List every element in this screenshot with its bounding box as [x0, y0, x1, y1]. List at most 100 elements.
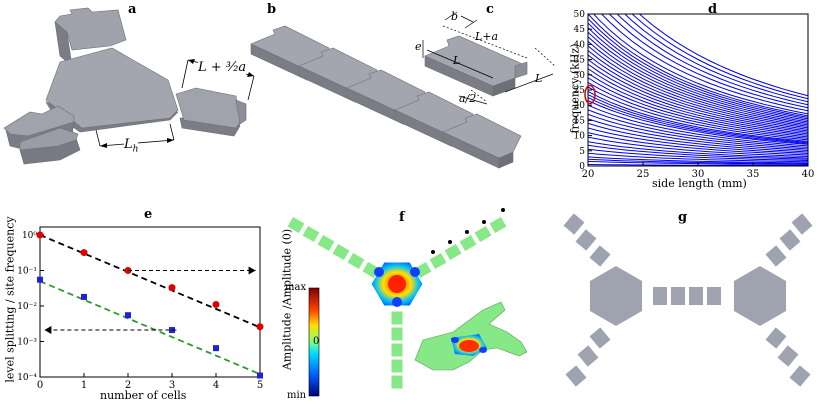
panel-b-label: b: [267, 2, 277, 17]
frequency-curve: [588, 68, 808, 135]
chart-e-xlabel: number of cells: [100, 389, 187, 402]
y-tick-label: 10⁻³: [17, 338, 37, 348]
data-point-circle: [256, 323, 264, 331]
resonator-cell: [488, 215, 508, 235]
frequency-curve: [631, 14, 808, 100]
centre-hex: [370, 261, 424, 307]
y-tick-label: 10⁻¹: [17, 267, 37, 277]
link-cell: [765, 245, 787, 267]
arm-right-notch: [235, 99, 247, 125]
panel-a-label: a: [128, 2, 137, 17]
link-cell: [689, 287, 703, 305]
x-tick-label: 35: [747, 169, 760, 180]
resonator-cell: [331, 242, 351, 262]
y-tick-label: 50: [574, 10, 586, 20]
frequency-curve: [588, 141, 808, 159]
frequency-curve: [588, 113, 808, 150]
frequency-curve: [588, 94, 808, 143]
link-cell: [653, 287, 667, 305]
data-point-square: [125, 312, 131, 319]
frequency-curve: [588, 27, 808, 121]
x-tick-label: 2: [125, 380, 131, 391]
arrow-left-head: [44, 326, 52, 335]
y-tick-label: 10⁰: [22, 231, 37, 241]
x-tick-label: 1: [81, 380, 87, 391]
frequency-curve: [588, 91, 808, 142]
frequency-curve: [588, 118, 808, 151]
x-tick-label: 30: [692, 169, 705, 180]
panel-d-label: d: [708, 2, 718, 17]
frequency-curve: [588, 104, 808, 147]
y-tick-label: 15: [574, 116, 586, 126]
frequency-curve: [588, 136, 808, 157]
panel-a: a: [0, 0, 265, 175]
frequency-curve: [588, 109, 808, 148]
frequency-curve: [588, 54, 808, 130]
hex-cell: [734, 266, 786, 326]
hex-top: [45, 47, 179, 129]
frequency-curve: [588, 127, 808, 154]
frequency-curve: [638, 14, 808, 97]
resonator-cell: [390, 326, 404, 342]
data-point-square: [257, 372, 263, 379]
block-top: [442, 113, 522, 159]
resonator-cell: [390, 374, 404, 390]
resonator-cell: [458, 233, 478, 253]
node-dot: [448, 240, 452, 244]
y-tick-label: 5: [579, 147, 585, 157]
link-cell: [707, 287, 721, 305]
link-cell: [577, 345, 599, 367]
resonator-cell: [390, 342, 404, 358]
y-tick-label: 10⁻⁴: [17, 373, 37, 383]
block-tab: [514, 61, 528, 79]
chart-e: 0 1 2 3 4 5 10⁰ 10⁻¹ 10⁻² 10⁻³ 10⁻⁴: [17, 226, 264, 391]
resonator-cell: [301, 224, 321, 244]
x-tick-label: 25: [637, 169, 650, 180]
data-point-circle: [36, 231, 44, 239]
frequency-curve: [588, 122, 808, 153]
frequency-curve: [588, 45, 808, 127]
link-cell: [575, 229, 597, 251]
x-tick-label: 0: [37, 380, 43, 391]
frequency-curve: [588, 81, 808, 139]
panel-a-drawing: [3, 7, 255, 165]
x-tick-label: 3: [169, 380, 175, 391]
arm-top: [54, 7, 127, 51]
panel-e: e 0 1 2 3 4 5 10⁰ 10⁻¹ 10⁻² 10⁻³ 10⁻⁴ number of ce…: [0, 205, 294, 405]
dim-a2-label: a/2: [459, 92, 477, 105]
frequency-curve: [592, 14, 808, 115]
link-cell: [791, 213, 813, 235]
panel-e-label: e: [144, 207, 153, 222]
y-tick-label: 10: [574, 132, 586, 142]
y-tick-label: 25: [574, 86, 586, 96]
frequency-curve: [588, 31, 808, 123]
frequency-curve: [588, 86, 808, 141]
data-point-square: [37, 276, 43, 283]
panel-g-label: g: [678, 210, 688, 225]
colorbar: [308, 287, 320, 397]
chart-e-ylabel: level splitting / site frequency: [3, 216, 17, 383]
dim-side-label: L + ³⁄₂a: [198, 60, 247, 75]
hex-cell: [590, 266, 642, 326]
panel-f-label: f: [399, 210, 405, 225]
dim-h-label: Lh: [124, 137, 139, 155]
dim-h-sub: h: [132, 144, 139, 155]
data-point-square: [169, 327, 175, 334]
frequency-curve: [588, 22, 808, 120]
y-tick-label: 40: [574, 40, 586, 50]
panel-f-drawing: [286, 208, 528, 397]
x-tick-label: 20: [582, 169, 595, 180]
frequency-curve: [588, 132, 808, 156]
arrow-right-head: [248, 266, 256, 275]
link-cell: [671, 287, 685, 305]
dim-L1-label: L: [453, 54, 461, 67]
resonator-cell: [473, 224, 493, 244]
link-cell: [563, 213, 585, 235]
frequency-curve: [600, 14, 808, 112]
y-tick-label: 20: [574, 101, 586, 111]
x-tick-label: 40: [802, 169, 815, 180]
link-cell: [589, 327, 611, 349]
node-dot: [431, 250, 435, 254]
node-dot: [465, 230, 469, 234]
node-dot: [482, 220, 486, 224]
